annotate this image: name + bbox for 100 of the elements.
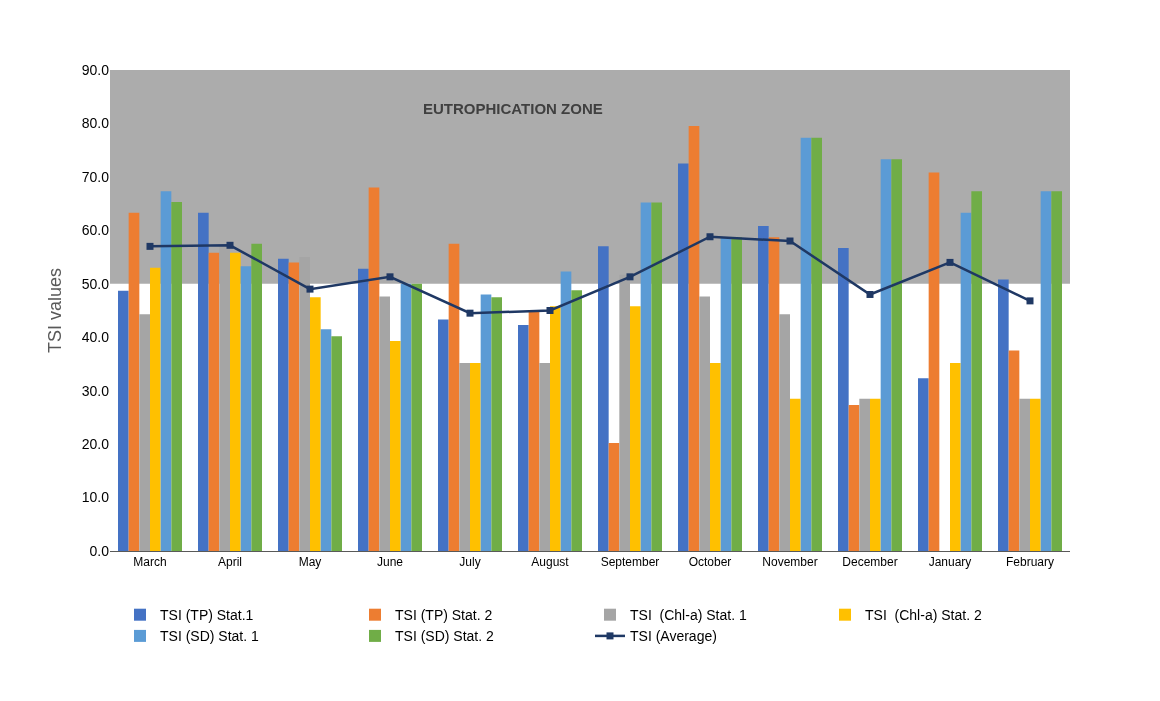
bar bbox=[459, 362, 470, 551]
point bbox=[546, 307, 554, 314]
bar bbox=[598, 246, 609, 551]
legend-label: TSI (SD) Stat. 2 bbox=[395, 628, 495, 645]
x-tick-label: February bbox=[1005, 555, 1055, 570]
y-axis-title: TSI values bbox=[44, 267, 65, 354]
x-tick-label: July bbox=[459, 555, 481, 570]
bar bbox=[640, 202, 652, 551]
bar bbox=[379, 296, 390, 551]
bar bbox=[1051, 191, 1062, 551]
x-tick-label: November bbox=[762, 555, 818, 570]
bar bbox=[480, 294, 492, 551]
bar bbox=[848, 405, 860, 551]
bar bbox=[150, 267, 161, 551]
bar bbox=[790, 398, 801, 551]
bar bbox=[1040, 191, 1052, 551]
bar bbox=[438, 319, 449, 551]
bar bbox=[950, 362, 961, 551]
legend-label: TSI (Average) bbox=[630, 628, 717, 645]
bar bbox=[171, 202, 182, 551]
bar bbox=[470, 362, 481, 551]
y-tick-label: 90.0 bbox=[81, 61, 110, 78]
bar bbox=[320, 329, 332, 551]
point bbox=[466, 309, 474, 317]
legend-label: TSI (Chl-a) Stat. 1 bbox=[630, 607, 747, 624]
x-tick-label: June bbox=[376, 555, 404, 570]
x-tick-label: December bbox=[842, 555, 898, 570]
x-tick-label: May bbox=[298, 555, 322, 570]
bar bbox=[998, 279, 1009, 551]
bar bbox=[560, 271, 572, 551]
x-tick-label: August bbox=[531, 555, 570, 570]
bar bbox=[838, 247, 849, 551]
bar bbox=[411, 283, 422, 551]
bar bbox=[491, 297, 502, 551]
bar bbox=[811, 137, 822, 551]
y-tick-label: 60.0 bbox=[81, 222, 110, 239]
bar bbox=[699, 296, 710, 551]
x-tick-label: September bbox=[600, 555, 660, 570]
point bbox=[786, 237, 794, 245]
bar bbox=[358, 268, 369, 551]
bar bbox=[299, 257, 310, 551]
y-tick-label: 70.0 bbox=[81, 168, 110, 185]
y-tick-label: 10.0 bbox=[81, 489, 110, 506]
bar bbox=[251, 243, 262, 551]
bar bbox=[1008, 350, 1020, 551]
legend-label: TSI (Chl-a) Stat. 2 bbox=[865, 607, 982, 624]
point bbox=[626, 273, 634, 281]
bar bbox=[731, 237, 742, 551]
x-tick-label: April bbox=[217, 555, 243, 570]
point bbox=[706, 233, 714, 241]
bar bbox=[768, 237, 780, 551]
legend-label: TSI (TP) Stat. 2 bbox=[395, 607, 493, 624]
bar bbox=[928, 172, 940, 551]
bar bbox=[960, 212, 972, 551]
legend-label: TSI (TP) Stat.1 bbox=[160, 607, 254, 624]
bar bbox=[571, 290, 582, 551]
point bbox=[146, 242, 154, 250]
bar bbox=[278, 258, 289, 551]
bar bbox=[368, 187, 380, 551]
point bbox=[946, 258, 954, 266]
bar bbox=[720, 237, 732, 551]
bar bbox=[870, 398, 881, 551]
x-tick-label: October bbox=[688, 555, 732, 570]
point bbox=[866, 290, 874, 298]
band-label: EUTROPHICATION ZONE bbox=[423, 100, 603, 117]
x-tick-label: January bbox=[928, 555, 972, 570]
bar bbox=[619, 274, 630, 551]
bar bbox=[550, 306, 561, 551]
bar bbox=[288, 262, 300, 551]
bar bbox=[859, 398, 870, 551]
bar bbox=[758, 226, 769, 551]
bar bbox=[240, 266, 252, 551]
bar bbox=[678, 163, 689, 551]
bar bbox=[779, 314, 790, 551]
bar bbox=[528, 311, 540, 551]
bar bbox=[118, 290, 129, 551]
bar bbox=[518, 324, 529, 551]
bar bbox=[891, 159, 902, 551]
bar bbox=[630, 306, 641, 551]
bar bbox=[390, 340, 401, 551]
point bbox=[226, 241, 234, 249]
bar bbox=[539, 362, 550, 551]
point bbox=[306, 285, 314, 293]
bar bbox=[208, 252, 220, 551]
bar bbox=[1019, 398, 1030, 551]
bar bbox=[230, 252, 241, 551]
bar bbox=[198, 212, 209, 551]
y-tick-label: 0.0 bbox=[89, 542, 110, 559]
y-tick-label: 30.0 bbox=[81, 382, 110, 399]
bar bbox=[651, 202, 662, 551]
bar bbox=[400, 283, 412, 551]
bar bbox=[710, 362, 721, 551]
bar bbox=[160, 191, 172, 551]
x-tick-label: March bbox=[133, 555, 167, 570]
bar bbox=[139, 314, 150, 551]
bar bbox=[310, 297, 321, 551]
y-tick-label: 20.0 bbox=[81, 436, 110, 453]
y-tick-label: 80.0 bbox=[81, 115, 110, 132]
bar bbox=[448, 243, 460, 551]
legend-label: TSI (SD) Stat. 1 bbox=[160, 628, 260, 645]
